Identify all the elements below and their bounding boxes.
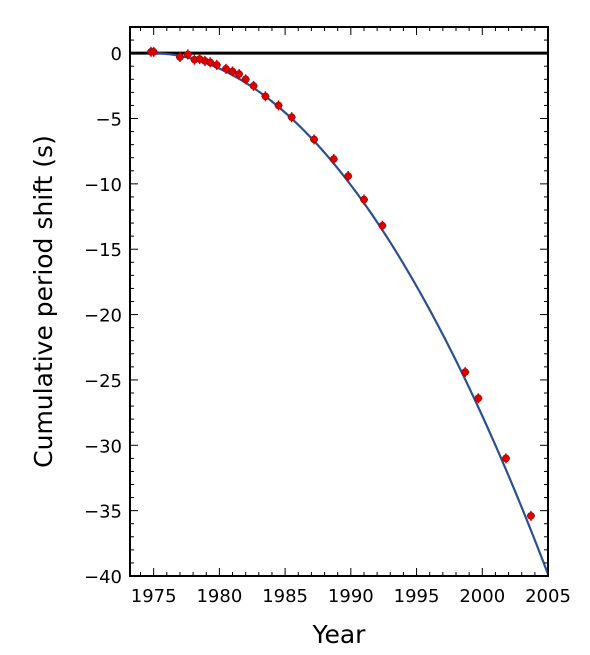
x-tick-label: 2005 bbox=[525, 586, 571, 607]
plot-area bbox=[129, 26, 550, 577]
data-point bbox=[344, 172, 353, 180]
data-point bbox=[360, 195, 368, 204]
data-point bbox=[274, 101, 283, 110]
x-tick-label: 1995 bbox=[394, 586, 440, 607]
y-tick-label: −40 bbox=[84, 567, 122, 588]
x-tick-label: 1975 bbox=[131, 586, 177, 607]
data-point bbox=[249, 82, 258, 90]
y-tick-label: 0 bbox=[111, 44, 122, 65]
y-tick-label: −5 bbox=[95, 110, 122, 131]
data-point bbox=[228, 67, 237, 76]
data-point bbox=[149, 48, 158, 56]
data-point bbox=[502, 454, 510, 463]
y-tick-label: −10 bbox=[84, 175, 122, 196]
y-tick-label: −15 bbox=[84, 240, 122, 261]
y-tick-label: −35 bbox=[84, 502, 122, 523]
fit-curve-layer bbox=[151, 52, 550, 575]
data-point bbox=[222, 65, 230, 73]
data-point bbox=[261, 92, 270, 101]
data-point bbox=[235, 70, 243, 78]
y-tick-label: −25 bbox=[84, 371, 122, 392]
data-point bbox=[241, 75, 250, 84]
y-axis-ticks: 0 −5 −10 −15 −20 −25 −30 −35 −40 bbox=[84, 26, 548, 588]
x-tick-label: 1985 bbox=[262, 586, 308, 607]
data-point bbox=[378, 221, 387, 230]
data-point bbox=[329, 155, 338, 163]
x-tick-label: 1980 bbox=[196, 586, 242, 607]
data-point bbox=[287, 113, 296, 121]
data-point bbox=[310, 135, 318, 144]
data-point bbox=[212, 61, 221, 69]
data-point bbox=[527, 512, 535, 520]
data-point bbox=[184, 50, 192, 59]
x-axis-ticks: 1975 1980 1985 1990 1995 2000 2005 bbox=[131, 27, 571, 607]
plot-frame bbox=[129, 26, 549, 577]
x-axis-label: Year bbox=[312, 620, 367, 649]
data-point bbox=[176, 53, 184, 61]
y-tick-label: −30 bbox=[84, 436, 122, 457]
x-tick-label: 2000 bbox=[459, 586, 505, 607]
y-tick-label: −20 bbox=[84, 306, 122, 327]
fit-curve bbox=[151, 52, 550, 575]
data-point bbox=[461, 368, 469, 376]
y-axis-label: Cumulative period shift (s) bbox=[29, 135, 58, 468]
data-point bbox=[206, 58, 214, 67]
data-point bbox=[474, 394, 483, 403]
x-tick-label: 1990 bbox=[328, 586, 374, 607]
data-points-layer bbox=[147, 46, 535, 521]
